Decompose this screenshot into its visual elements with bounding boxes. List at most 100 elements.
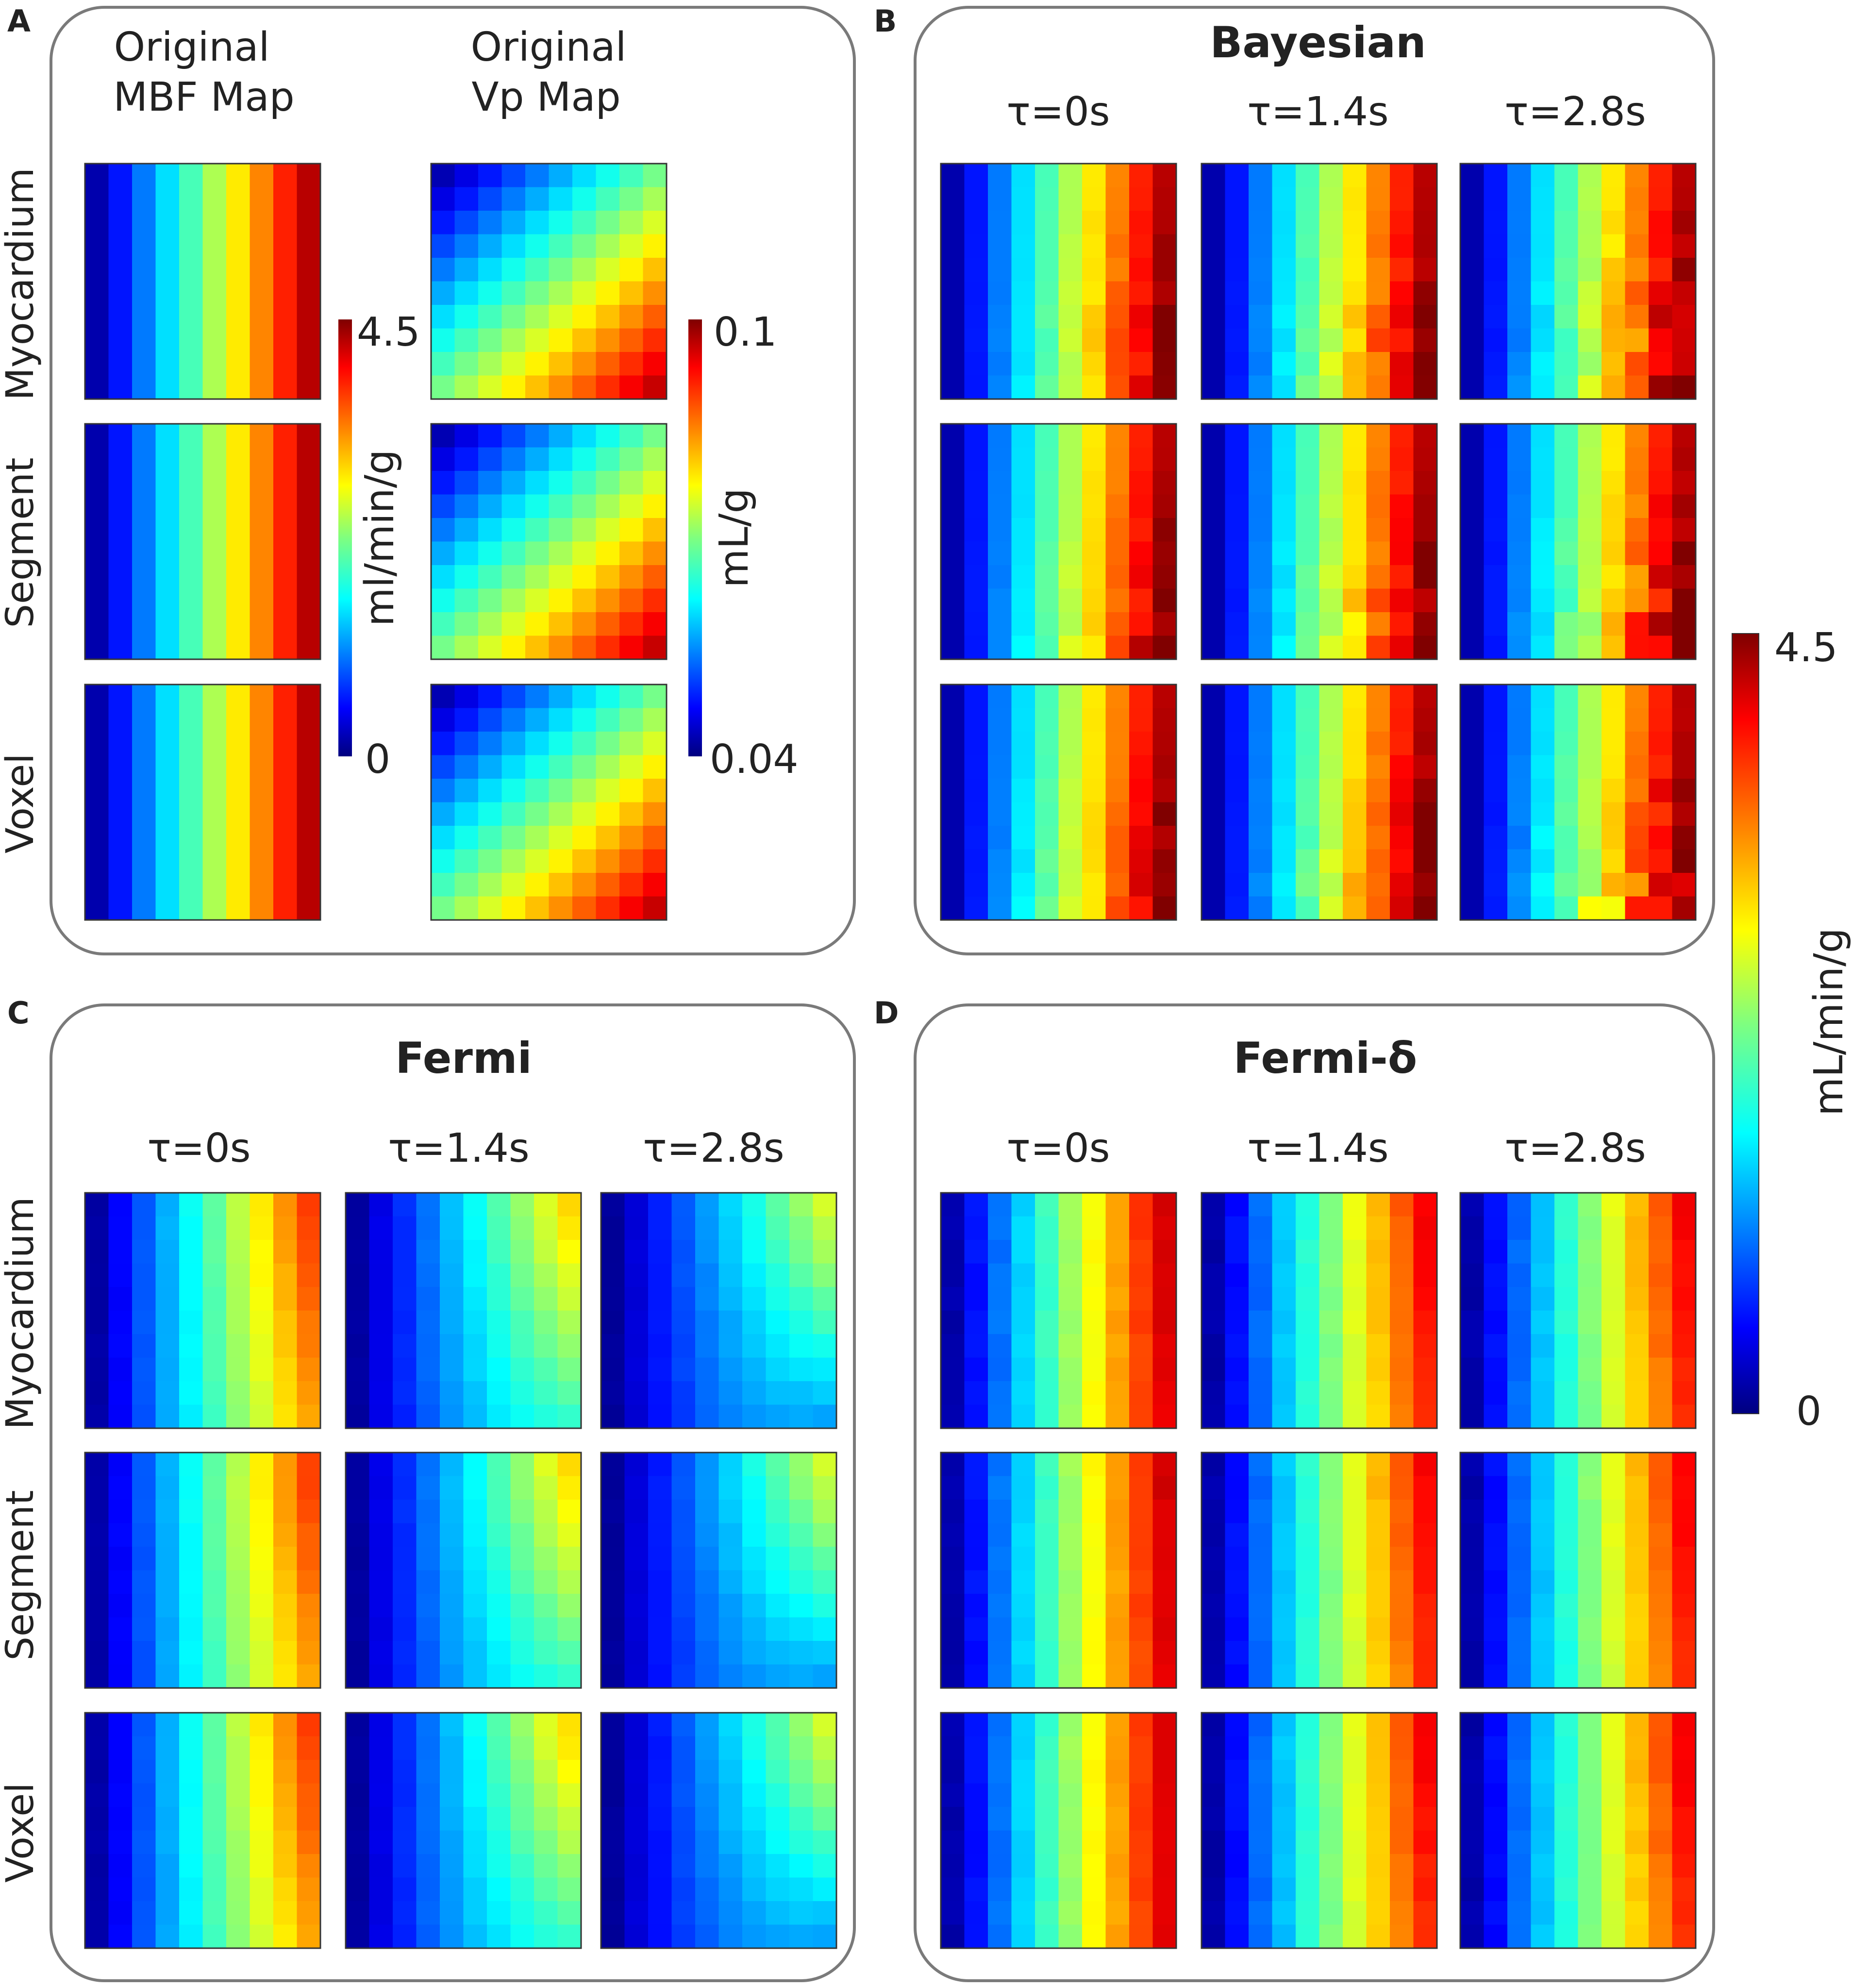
heatmap-cell [1602, 211, 1626, 235]
heatmap-cell [941, 375, 965, 400]
heatmap-cell [463, 1547, 487, 1571]
heatmap-cell [1035, 1263, 1059, 1287]
heatmap-cell [179, 1570, 203, 1594]
heatmap-cell [718, 1310, 743, 1335]
heatmap-cell [369, 1807, 393, 1831]
heatmap-cell [202, 612, 227, 636]
heatmap-cell [1035, 164, 1059, 188]
heatmap-cell [988, 1240, 1012, 1264]
heatmap-cell [619, 755, 644, 779]
heatmap-cell [250, 1713, 274, 1737]
vp-colorbar-max-label: 0.1 [714, 309, 777, 355]
heatmap-cell [1296, 1310, 1320, 1335]
heatmap-cell [463, 1854, 487, 1878]
heatmap-cell [1390, 1216, 1414, 1240]
heatmap-cell [1058, 541, 1083, 566]
heatmap-cell [1484, 328, 1508, 352]
heatmap-cell [964, 588, 988, 613]
heatmap-cell [648, 1830, 672, 1854]
heatmap-cell [1649, 1404, 1673, 1429]
heatmap-cell [440, 1476, 464, 1500]
heatmap-cell [695, 1713, 719, 1737]
heatmap-cell [1343, 826, 1367, 850]
heatmap-cell [601, 1404, 625, 1429]
heatmap-cell [1035, 1736, 1059, 1760]
heatmap-cell [1507, 305, 1532, 329]
heatmap-cell [85, 1357, 109, 1382]
heatmap-cell [1390, 1760, 1414, 1784]
heatmap-cell [454, 635, 479, 660]
heatmap-cell [501, 211, 526, 235]
heatmap-cell [941, 1453, 965, 1477]
heatmap-cell [297, 234, 321, 258]
heatmap-cell [416, 1263, 440, 1287]
heatmap-cell [1249, 305, 1273, 329]
heatmap-cell [1413, 1901, 1437, 1925]
heatmap-cell [596, 802, 620, 826]
heatmap-cell [1202, 471, 1226, 495]
heatmap-cell [1460, 1500, 1485, 1524]
heatmap-cell [718, 1334, 743, 1358]
heatmap-cell [1413, 541, 1437, 566]
heatmap-cell [108, 732, 133, 756]
heatmap-cell [297, 1570, 321, 1594]
heatmap-cell [273, 802, 298, 826]
heatmap-cell [487, 1713, 511, 1737]
heatmap-cell [85, 281, 109, 305]
heatmap-cell [226, 1547, 250, 1571]
heatmap-cell [813, 1877, 837, 1902]
heatmap-cell [487, 1760, 511, 1784]
heatmap-border [600, 1712, 837, 1949]
heatmap-cell [766, 1334, 790, 1358]
heatmap-cell [1602, 518, 1626, 542]
heatmap-cell [132, 1617, 156, 1641]
heatmap-cell [510, 1713, 534, 1737]
heatmap-cell [297, 565, 321, 589]
heatmap-cell [393, 1760, 417, 1784]
heatmap-cell [1625, 1713, 1649, 1737]
heatmap-cell [85, 424, 109, 448]
heatmap-cell [619, 187, 644, 211]
heatmap-cell [525, 211, 550, 235]
heatmap-cell [273, 1476, 298, 1500]
heatmap-cell [1105, 779, 1130, 803]
heatmap-cell [85, 1830, 109, 1854]
heatmap-cell [1531, 328, 1555, 352]
heatmap-cell [1390, 1830, 1414, 1854]
heatmap-cell [1390, 211, 1414, 235]
heatmap-cell [534, 1594, 558, 1618]
heatmap-cell [440, 1381, 464, 1405]
heatmap-cell [964, 1381, 988, 1405]
heatmap-cell [1272, 1830, 1296, 1854]
heatmap-cell [789, 1500, 814, 1524]
heatmap-cell [487, 1830, 511, 1854]
heatmap-cell [988, 305, 1012, 329]
heatmap-cell [534, 1287, 558, 1311]
heatmap-cell [1202, 1547, 1226, 1571]
heatmap-cell [297, 1713, 321, 1737]
heatmap-cell [1625, 1240, 1649, 1264]
heatmap-cell [1366, 424, 1390, 448]
heatmap-cell [1531, 685, 1555, 709]
heatmap-cell [1507, 732, 1532, 756]
heatmap-cell [1578, 1924, 1602, 1949]
heatmap-cell [1507, 494, 1532, 518]
heatmap-cell [1343, 234, 1367, 258]
heatmap-cell [440, 1807, 464, 1831]
fermi-map-myocardium-tau-1-4 [345, 1192, 582, 1429]
heatmap-cell [624, 1736, 649, 1760]
heatmap-cell [1319, 352, 1343, 376]
heatmap-cell [1390, 1310, 1414, 1335]
heatmap-cell [1058, 1664, 1083, 1688]
heatmap-cell [1554, 1877, 1579, 1902]
heatmap-cell [1554, 541, 1579, 566]
heatmap-cell [1602, 352, 1626, 376]
heatmap-cell [1366, 802, 1390, 826]
heatmap-cell [596, 685, 620, 709]
heatmap-cell [478, 258, 502, 282]
heatmap-cell [572, 187, 597, 211]
heatmap-cell [1319, 1924, 1343, 1949]
heatmap-cell [369, 1783, 393, 1807]
heatmap-cell [1507, 352, 1532, 376]
heatmap-cell [695, 1453, 719, 1477]
